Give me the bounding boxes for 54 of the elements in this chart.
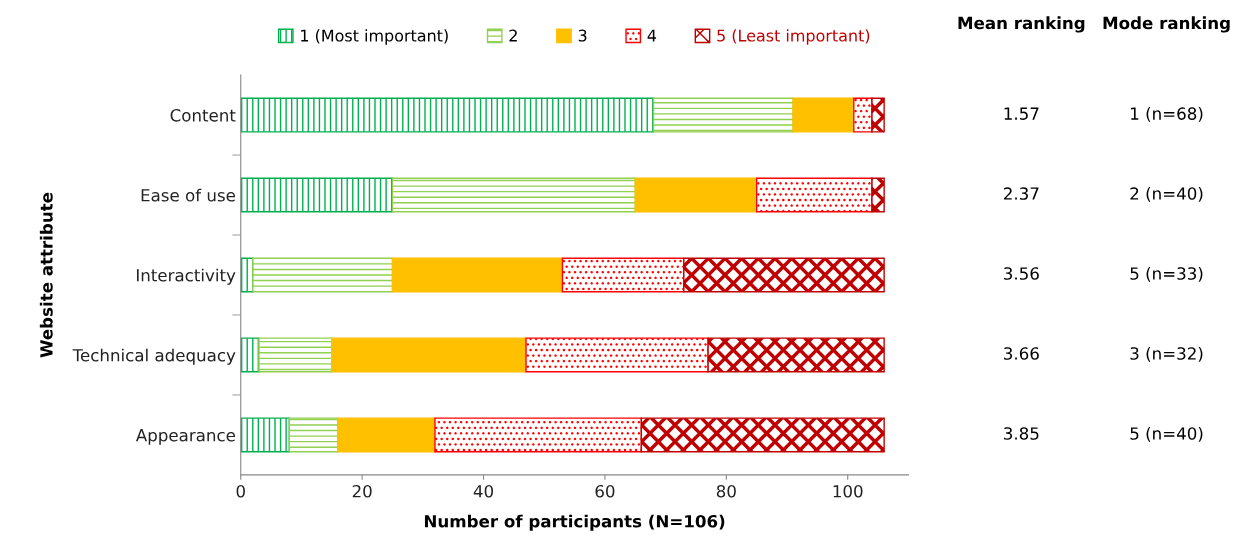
bar	[337, 417, 436, 453]
text: Mode ranking	[1103, 16, 1230, 33]
bar	[391, 257, 564, 293]
text: 2 (n=40)	[1130, 186, 1203, 202]
bar	[252, 257, 394, 293]
y-tick-label: Technical adequacy	[72, 348, 236, 365]
bar	[871, 97, 885, 133]
legend-label: 4	[647, 29, 657, 42]
bar	[683, 257, 885, 293]
bar	[240, 417, 291, 453]
bar	[792, 97, 855, 133]
legend-label: 3	[578, 29, 587, 42]
text: 3 (n=32)	[1130, 346, 1203, 362]
y-tick-label: Ease of use	[141, 188, 236, 202]
bar	[258, 337, 333, 373]
text: 3.85	[1004, 427, 1039, 440]
text: 1 (n=68)	[1131, 107, 1203, 122]
bar	[652, 97, 794, 133]
bar	[755, 177, 873, 213]
text: Mean ranking	[958, 16, 1085, 33]
x-tick-label: 60	[595, 484, 615, 498]
bar	[707, 337, 885, 373]
x-tick-label: 80	[716, 484, 736, 498]
y-tick-label: Interactivity	[136, 268, 236, 285]
y-axis-title: Website attribute	[39, 192, 53, 358]
text: 5 (Least important)	[717, 29, 870, 45]
x-axis-title: Number of participants (N=106)	[424, 514, 725, 531]
x-tick-label: 0	[236, 484, 245, 498]
text: 3.56	[1004, 267, 1039, 280]
legend-label: 1 (Most important)	[301, 29, 448, 45]
bar	[434, 417, 643, 453]
y-tick-label: Appearance	[135, 429, 235, 445]
x-tick-label: 100	[833, 484, 863, 498]
y-tick-label: Content	[170, 109, 236, 122]
legend-label: 2	[509, 29, 517, 42]
bar	[634, 177, 758, 213]
bar	[240, 177, 394, 213]
bar	[525, 337, 709, 373]
bar	[391, 177, 636, 213]
bar	[561, 257, 685, 293]
text: 2.37	[1004, 187, 1039, 200]
bar	[640, 417, 885, 453]
text: 5 (n=40)	[1130, 426, 1203, 442]
x-tick-label: 20	[352, 484, 372, 498]
text: 5 (n=33)	[1130, 266, 1203, 282]
bar	[853, 97, 873, 133]
bar	[240, 97, 655, 133]
bar	[288, 417, 339, 453]
x-tick-label: 40	[473, 484, 494, 498]
bar	[871, 177, 885, 213]
text: 1.57	[1004, 107, 1039, 120]
text: 3.66	[1004, 347, 1039, 360]
bar	[331, 337, 527, 373]
bar	[240, 337, 260, 373]
